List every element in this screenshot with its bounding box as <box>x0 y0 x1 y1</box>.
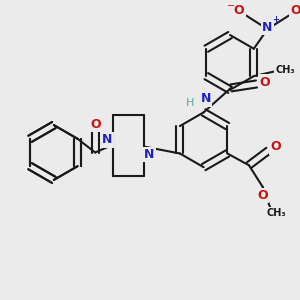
Text: O: O <box>90 118 101 130</box>
Text: O: O <box>234 4 244 17</box>
Text: +: + <box>272 15 279 24</box>
Text: CH₃: CH₃ <box>266 208 286 218</box>
Text: O: O <box>291 4 300 17</box>
Text: −: − <box>227 1 236 10</box>
Text: N: N <box>200 92 211 105</box>
Text: CH₃: CH₃ <box>275 65 295 75</box>
Text: N: N <box>262 21 273 34</box>
Text: O: O <box>270 140 281 153</box>
Text: O: O <box>257 189 268 202</box>
Text: N: N <box>144 148 154 161</box>
Text: O: O <box>259 76 270 88</box>
Text: N: N <box>102 133 112 146</box>
Text: H: H <box>186 98 194 108</box>
